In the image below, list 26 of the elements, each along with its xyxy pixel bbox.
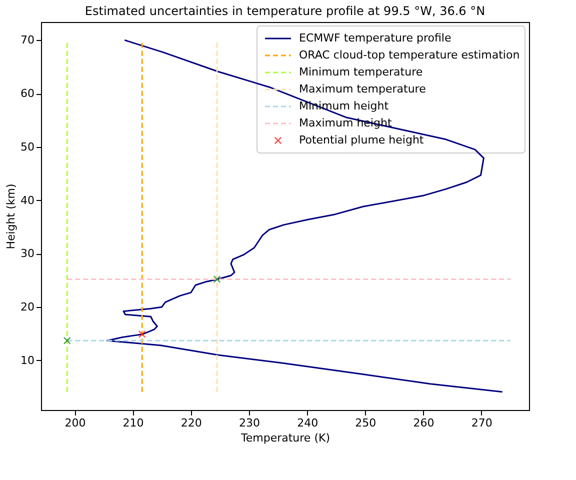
point	[63, 336, 71, 344]
point	[213, 275, 221, 284]
x-tick-label: 220	[180, 416, 202, 430]
y-tick-label: 30	[20, 247, 34, 260]
x-tick-label: 240	[297, 416, 318, 430]
legend-label: ECMWF temperature profile	[299, 32, 452, 44]
chart-title: Estimated uncertainties in temperature profile at 99.5 °W, 36.6 °N	[84, 4, 486, 18]
y-tick-label: 70	[20, 34, 34, 47]
x-axis-title: Temperature (K)	[240, 432, 330, 444]
y-tick-label: 20	[20, 300, 34, 314]
y-tick-label: 10	[20, 354, 34, 367]
x-tick-label: 200	[64, 416, 86, 430]
legend-label: Potential plume height	[299, 134, 424, 146]
legend-label: ORAC cloud-top temperature estimation	[299, 48, 520, 62]
x-tick-label: 260	[413, 416, 434, 430]
y-tick-label: 50	[20, 140, 34, 154]
x-tick-label: 250	[355, 416, 376, 430]
x-tick-label: 210	[122, 416, 144, 430]
point	[138, 330, 146, 338]
x-tick-label: 230	[238, 416, 260, 430]
legend-label: Minimum temperature	[299, 66, 423, 78]
x-tick-label: 270	[471, 416, 492, 430]
y-tick-label: 40	[20, 194, 34, 207]
legend-label: Maximum temperature	[299, 82, 426, 96]
y-axis-title: Height (km)	[4, 184, 18, 250]
y-tick-label: 60	[20, 87, 34, 100]
